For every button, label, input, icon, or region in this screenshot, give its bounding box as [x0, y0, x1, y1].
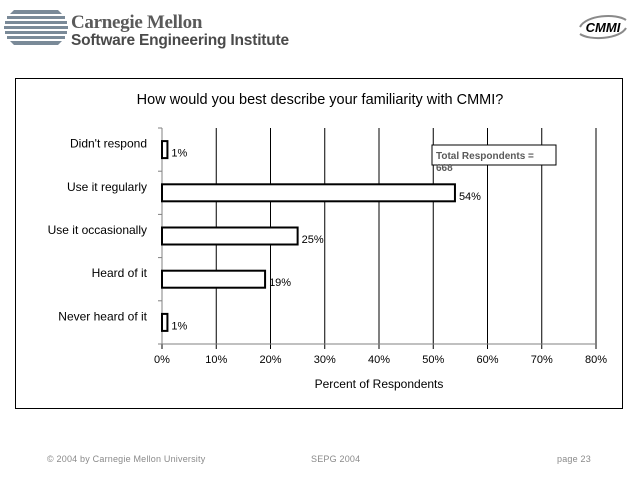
- category-label: Use it occasionally: [48, 223, 147, 237]
- bar: [161, 183, 456, 203]
- bar: [161, 269, 267, 289]
- bar: [161, 140, 169, 160]
- footer-page-number: page 23: [557, 454, 591, 464]
- data-label: 19%: [269, 277, 291, 289]
- annotation-box: [431, 144, 557, 166]
- annotation-text: 668: [436, 163, 453, 174]
- chart-frame: How would you best describe your familia…: [15, 78, 623, 409]
- bar: [161, 312, 169, 332]
- footer-event: SEPG 2004: [311, 454, 361, 464]
- x-tick-label: 0%: [154, 354, 170, 366]
- cmmi-logo: CMMI: [579, 14, 627, 40]
- cmu-stripes-logo: [4, 10, 68, 45]
- org-name: Carnegie Mellon: [71, 12, 203, 33]
- category-label: Never heard of it: [58, 309, 147, 323]
- annotation-text: Total Respondents =: [436, 151, 534, 162]
- bar: [161, 226, 299, 246]
- data-label: 1%: [171, 320, 187, 332]
- data-label: 54%: [459, 191, 481, 203]
- x-tick-label: 40%: [368, 354, 390, 366]
- category-label: Heard of it: [92, 266, 148, 280]
- x-tick-label: 60%: [476, 354, 498, 366]
- cmmi-logo-text: CMMI: [586, 20, 621, 35]
- x-tick-label: 50%: [422, 354, 444, 366]
- data-label: 25%: [302, 234, 324, 246]
- x-tick-label: 10%: [205, 354, 227, 366]
- data-label: 1%: [171, 148, 187, 160]
- category-label: Didn't respond: [70, 137, 147, 151]
- x-axis-title: Percent of Respondents: [315, 377, 444, 391]
- x-tick-label: 30%: [314, 354, 336, 366]
- institute-name: Software Engineering Institute: [71, 32, 289, 49]
- x-tick-label: 70%: [531, 354, 553, 366]
- category-label: Use it regularly: [67, 180, 147, 194]
- x-tick-label: 80%: [585, 354, 607, 366]
- chart-title: How would you best describe your familia…: [136, 92, 504, 108]
- x-tick-label: 20%: [259, 354, 281, 366]
- footer-copyright: © 2004 by Carnegie Mellon University: [47, 454, 206, 464]
- bar-chart: 0% 10% 20% 30% 40% 50% 60% 70% 80% Didn't respond…: [48, 127, 607, 391]
